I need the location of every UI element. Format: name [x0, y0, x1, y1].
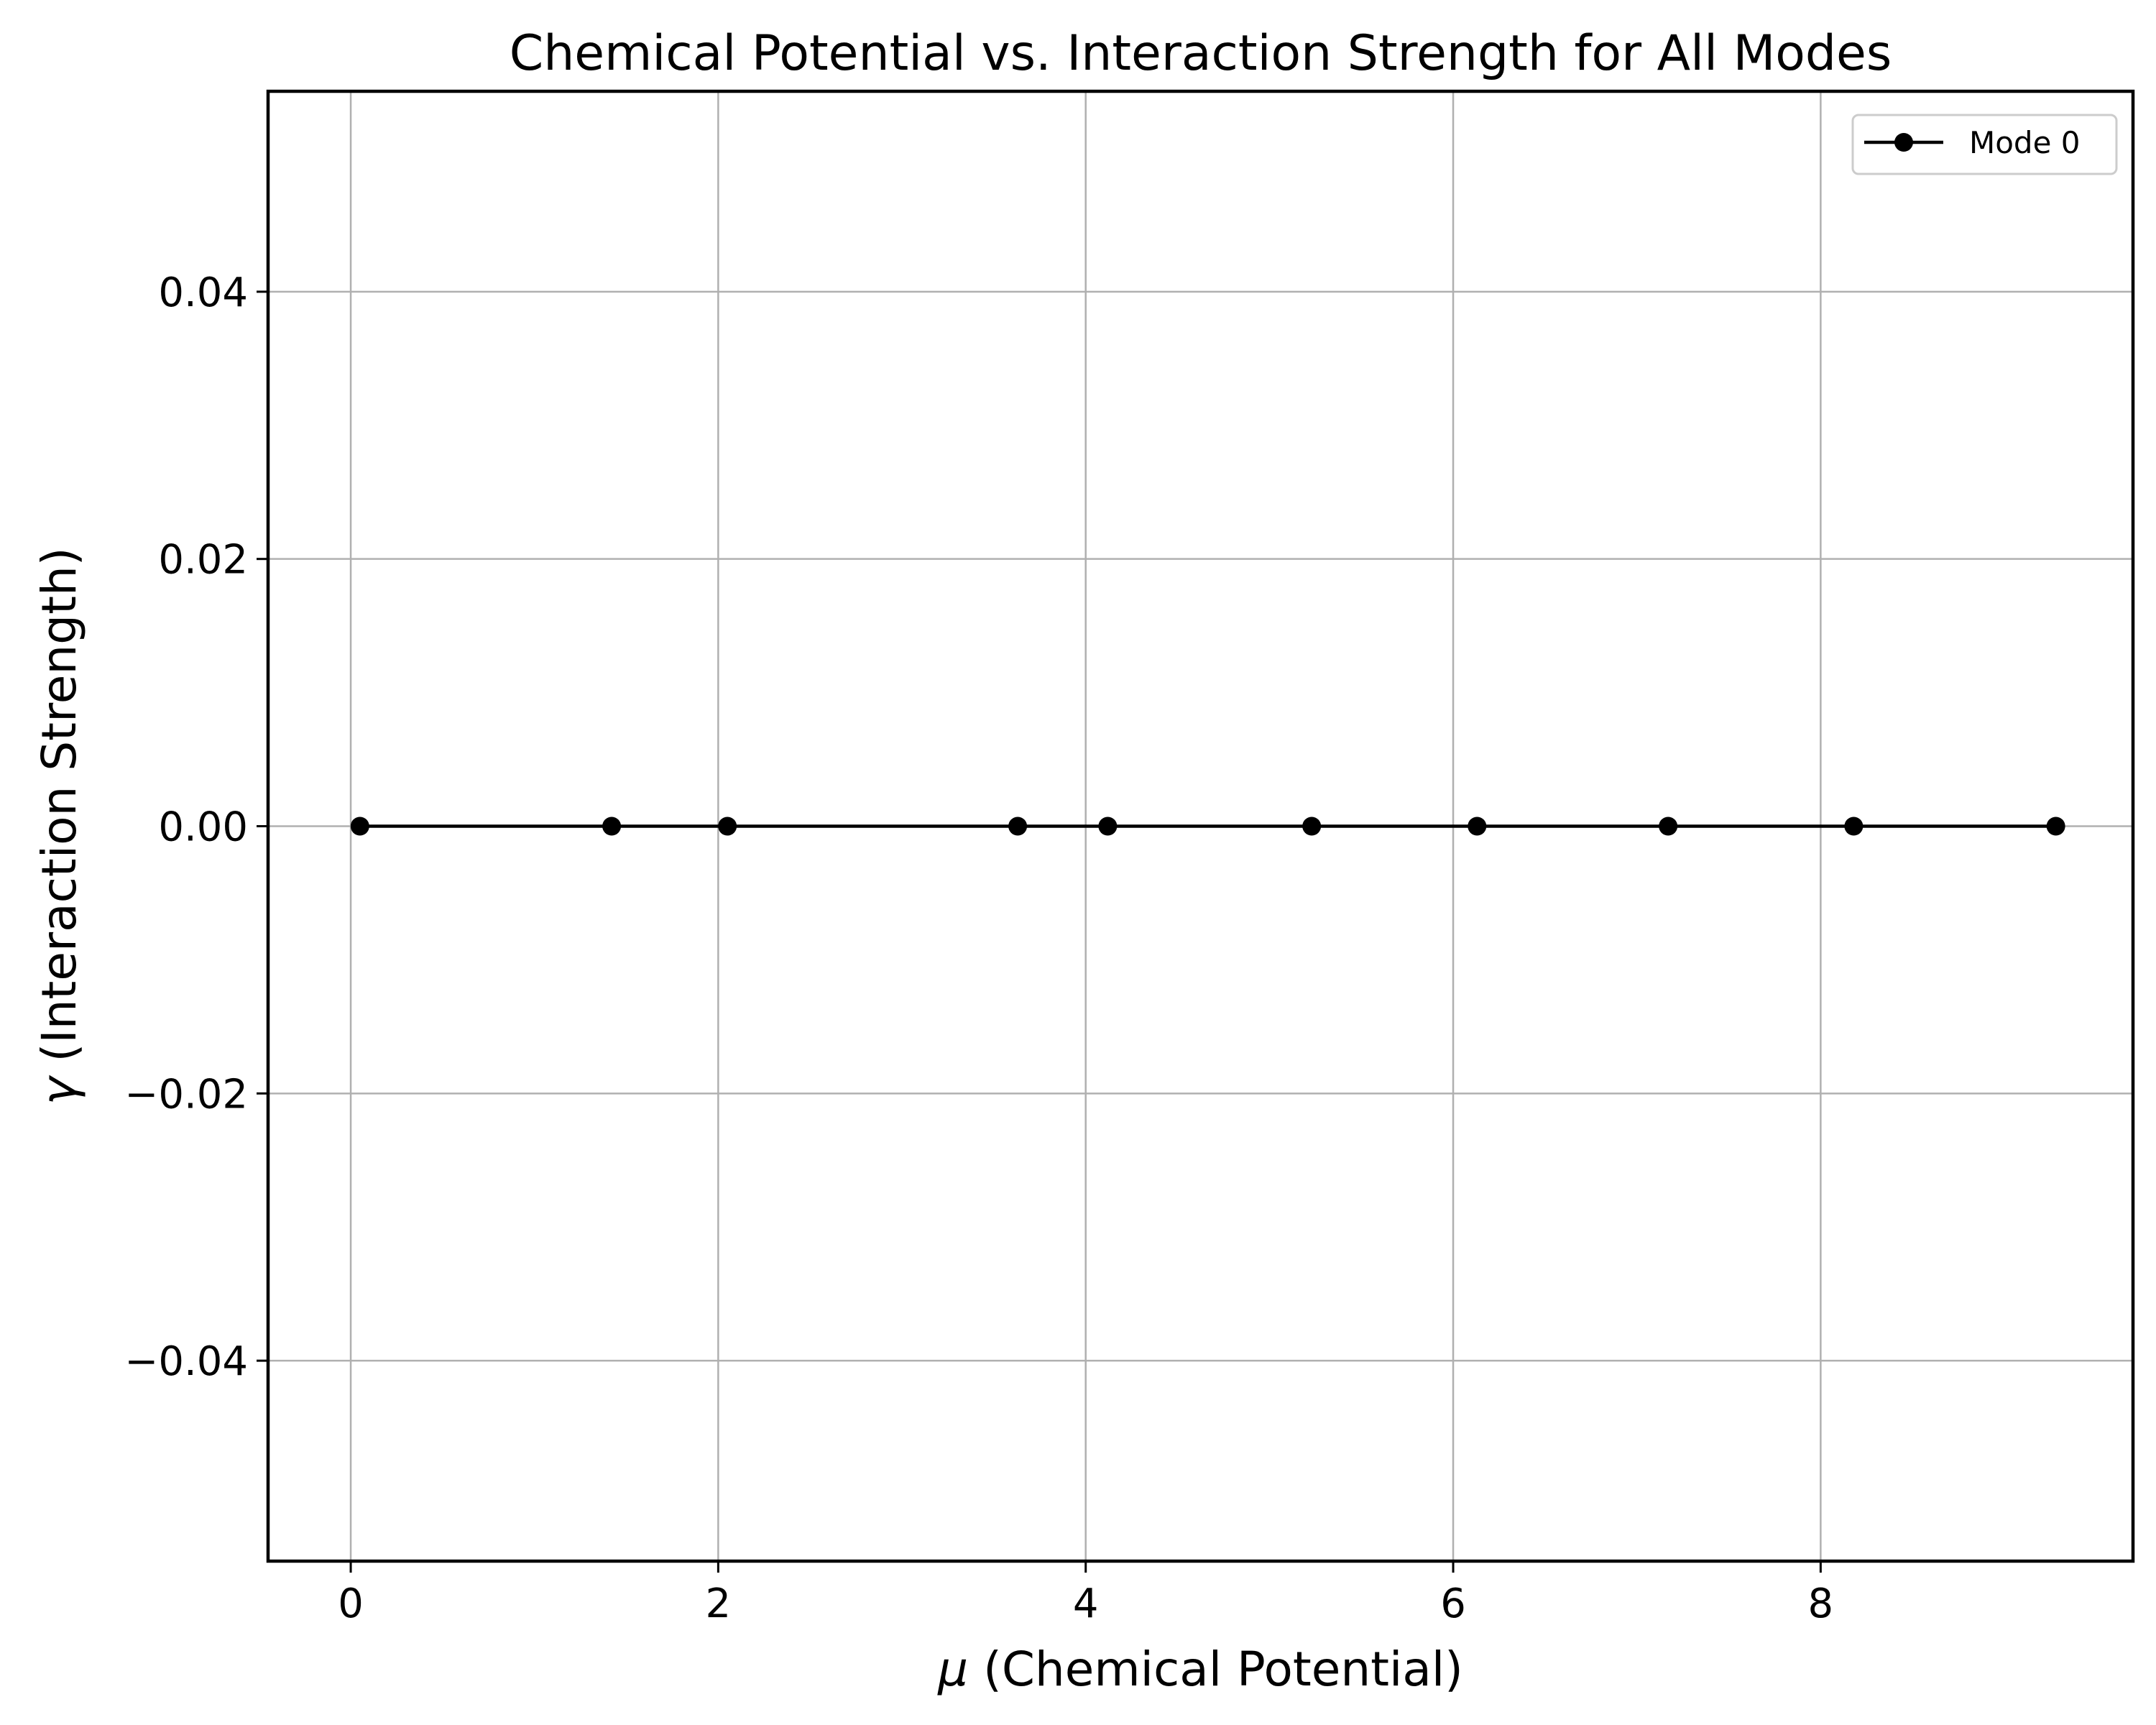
- data-point: [1008, 816, 1028, 836]
- x-axis-label: μ (Chemical Potential): [937, 1642, 1463, 1697]
- data-point: [1844, 816, 1864, 836]
- y-tick-label: 0.04: [158, 270, 248, 316]
- series-layer: [350, 816, 2065, 836]
- data-point: [1302, 816, 1322, 836]
- x-tick-label: 4: [1073, 1581, 1099, 1627]
- x-tick-label: 6: [1440, 1581, 1466, 1627]
- legend: Mode 0: [1851, 114, 2118, 175]
- legend-box: [1851, 114, 2118, 175]
- data-point: [1659, 816, 1678, 836]
- data-point: [2046, 816, 2065, 836]
- chart-title: Chemical Potential vs. Interaction Stren…: [510, 25, 1892, 82]
- y-axis-label: γ (Interaction Strength): [32, 547, 87, 1105]
- data-point: [602, 816, 622, 836]
- x-tick-label: 0: [338, 1581, 364, 1627]
- legend-label-mode-0: Mode 0: [1969, 125, 2081, 160]
- data-point: [1098, 816, 1118, 836]
- y-axis-symbol: γ: [32, 1075, 87, 1105]
- ticks: 0 2 4 6 8 −0.04 −0.02 0.00 0.02 0.04: [124, 270, 1833, 1627]
- y-tick-label: 0.02: [158, 537, 248, 584]
- data-point: [350, 816, 369, 836]
- y-tick-label: −0.02: [124, 1071, 248, 1118]
- x-tick-label: 2: [706, 1581, 732, 1627]
- y-axis-label-text: (Interaction Strength): [32, 547, 87, 1077]
- y-tick-label: −0.04: [124, 1338, 248, 1385]
- x-axis-label-text: (Chemical Potential): [968, 1642, 1463, 1697]
- x-axis-symbol: μ: [937, 1642, 968, 1697]
- x-tick-label: 8: [1808, 1581, 1834, 1627]
- y-tick-label: 0.00: [158, 804, 248, 851]
- data-point: [1468, 816, 1487, 836]
- legend-marker-mode-0: [1894, 133, 1913, 152]
- data-point: [718, 816, 737, 836]
